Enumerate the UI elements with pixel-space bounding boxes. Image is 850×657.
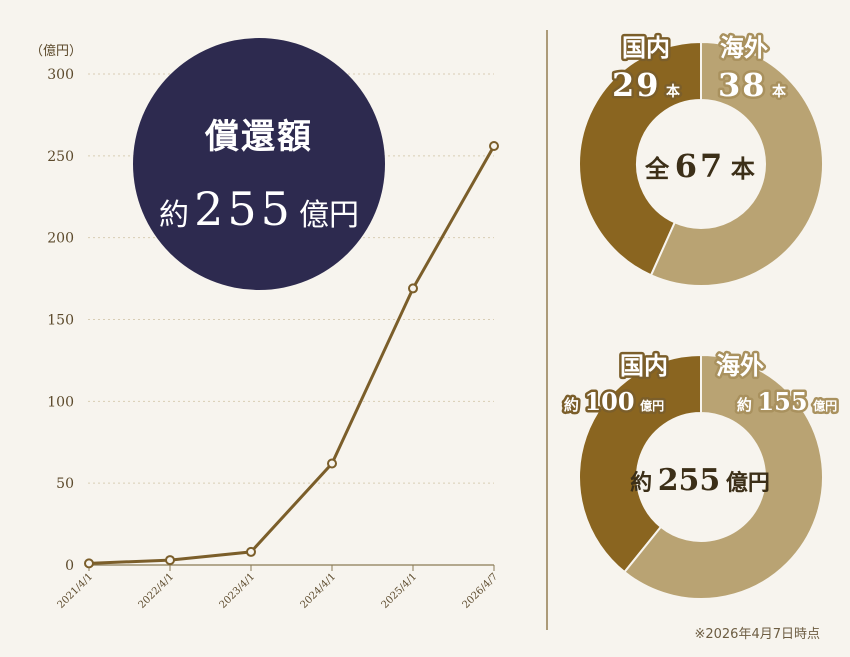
badge-value: 255 xyxy=(194,182,294,236)
donut-amount-center-unit: 億円 xyxy=(726,470,770,496)
donut-amount-center-value: 255 xyxy=(658,463,721,498)
series-points xyxy=(84,141,499,569)
donut-amount-domestic-value: 約 100 億円 xyxy=(564,387,664,416)
domestic-amount-prefix: 約 xyxy=(564,396,579,414)
donut-count-domestic-label: 国内 xyxy=(622,34,670,62)
x-tick-label: 2021/4/1 xyxy=(56,571,96,611)
donut-amount-center-prefix: 約 xyxy=(630,470,652,496)
y-axis-label: （億円） xyxy=(30,43,82,59)
domestic-amount-number: 100 xyxy=(584,387,634,416)
x-tick-label: 2026/4/7 xyxy=(461,571,501,611)
overseas-amount-unit: 億円 xyxy=(813,398,837,413)
y-tick-label: 200 xyxy=(47,231,74,247)
donut-amount-slices xyxy=(578,353,824,600)
donut-amount-overseas-slice xyxy=(623,353,824,600)
data-point xyxy=(246,546,256,557)
data-point xyxy=(489,141,499,152)
donut-count-domestic-slice xyxy=(578,40,702,277)
y-tick-label: 50 xyxy=(56,476,74,492)
footnote: ※2026年4月7日時点 xyxy=(694,627,820,642)
x-tick-label: 2025/4/1 xyxy=(380,571,420,611)
y-tick-labels: 0 50 100 150 200 250 300 xyxy=(47,67,74,574)
donut-amount-overseas-value: 約 155 億円 xyxy=(737,387,837,416)
data-point xyxy=(165,555,175,566)
donut-count-overseas-value: 38 本 xyxy=(718,66,787,104)
donut-count-center-value: 67 xyxy=(675,147,726,185)
data-point xyxy=(327,458,337,469)
donut-count-overseas-label: 海外 xyxy=(720,34,768,62)
line-chart: （億円） 0 50 100 150 200 250 300 2021/4/1 2022/4/1… xyxy=(30,38,500,611)
donut-count-slices xyxy=(578,40,824,287)
donut-amount-center: 約 255 億円 xyxy=(630,463,770,498)
series-line xyxy=(88,145,496,565)
donut-count-domestic-value: 29 本 xyxy=(612,66,681,104)
gridlines xyxy=(88,73,494,566)
data-point xyxy=(84,558,94,569)
domestic-count-unit: 本 xyxy=(666,83,681,100)
donut-count: 全 67 本 国内 29 本 海外 38 本 xyxy=(578,32,824,287)
badge-prefix: 約 xyxy=(159,198,189,233)
badge-unit: 億円 xyxy=(299,198,359,233)
badge-title: 償還額 xyxy=(204,117,313,157)
x-tick-labels: 2021/4/1 2022/4/1 2023/4/1 2024/4/1 2025/4/1… xyxy=(56,565,501,611)
x-tick-label: 2024/4/1 xyxy=(299,571,339,611)
y-tick-label: 0 xyxy=(65,558,74,574)
donut-amount-domestic-slice xyxy=(578,353,702,574)
overseas-amount-number: 155 xyxy=(757,387,807,416)
donut-count-center-unit: 本 xyxy=(731,155,755,183)
badge-amount: 約 255 億円 xyxy=(159,182,359,236)
donut-amount-overseas-label: 海外 xyxy=(716,352,764,380)
donut-count-center: 全 67 本 xyxy=(644,147,755,185)
x-tick-label: 2022/4/1 xyxy=(137,571,177,611)
domestic-count-number: 29 xyxy=(612,66,661,104)
y-tick-label: 100 xyxy=(47,394,74,410)
donut-amount-domestic-label: 国内 xyxy=(620,352,668,380)
donut-amount: 約 255 億円 国内 約 100 億円 海外 約 155 億円 xyxy=(561,350,840,600)
overseas-count-unit: 本 xyxy=(772,83,787,100)
overseas-amount-prefix: 約 xyxy=(737,396,752,414)
overseas-count-number: 38 xyxy=(718,66,767,104)
donut-count-overseas-slice xyxy=(649,40,824,287)
x-tick-label: 2023/4/1 xyxy=(218,571,258,611)
total-redemption-badge xyxy=(133,38,385,290)
data-point xyxy=(408,283,418,294)
y-tick-label: 150 xyxy=(47,313,74,329)
y-tick-label: 300 xyxy=(47,67,74,83)
donut-count-center-prefix: 全 xyxy=(644,155,670,183)
y-tick-label: 250 xyxy=(47,149,74,165)
domestic-amount-unit: 億円 xyxy=(640,398,664,413)
